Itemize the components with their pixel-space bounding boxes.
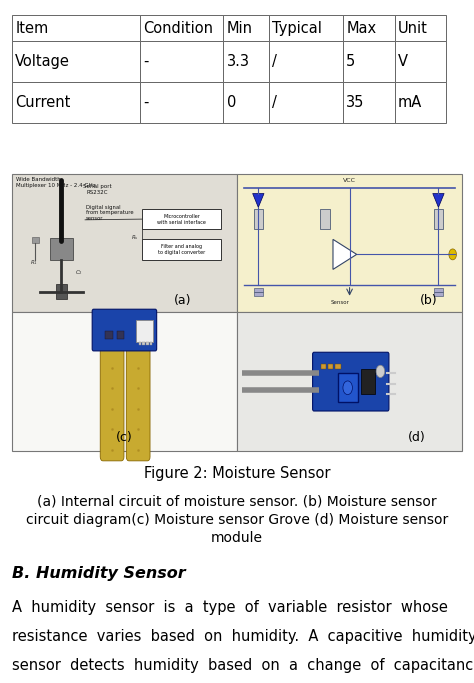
- Bar: [49, 238, 73, 260]
- Bar: [394, 82, 447, 123]
- Bar: [12, 174, 237, 313]
- Text: 3.3: 3.3: [227, 54, 250, 69]
- FancyBboxPatch shape: [126, 344, 150, 461]
- Bar: [146, 342, 148, 346]
- Text: Condition: Condition: [144, 20, 213, 36]
- Text: Sensor: Sensor: [331, 300, 349, 305]
- Text: $C_2$: $C_2$: [75, 268, 83, 277]
- Bar: [224, 41, 268, 82]
- Bar: [337, 374, 358, 402]
- Text: (d): (d): [408, 431, 426, 444]
- Text: resistance  varies  based  on  humidity.  A  capacitive  humidity: resistance varies based on humidity. A c…: [12, 629, 474, 644]
- Text: Unit: Unit: [398, 20, 428, 36]
- Polygon shape: [333, 239, 356, 269]
- Text: sensor  detects  humidity  based  on  a  change  of  capacitance: sensor detects humidity based on a chang…: [12, 658, 474, 673]
- Text: Digital signal
from temperature
sensor: Digital signal from temperature sensor: [86, 205, 134, 221]
- FancyBboxPatch shape: [313, 352, 389, 411]
- Bar: [343, 82, 394, 123]
- Bar: [117, 331, 124, 339]
- Text: mA: mA: [398, 95, 422, 110]
- Text: Typical: Typical: [272, 20, 322, 36]
- Text: (c): (c): [116, 431, 133, 444]
- Bar: [12, 41, 140, 82]
- Text: /: /: [272, 95, 277, 110]
- Bar: [142, 239, 221, 260]
- Bar: [335, 364, 340, 370]
- Bar: [361, 370, 374, 394]
- Circle shape: [343, 381, 353, 395]
- Bar: [31, 238, 39, 243]
- Bar: [268, 41, 343, 82]
- Bar: [137, 320, 153, 342]
- Text: Item: Item: [15, 20, 48, 36]
- Bar: [140, 15, 224, 41]
- FancyBboxPatch shape: [100, 344, 124, 461]
- Bar: [343, 15, 394, 41]
- Text: V: V: [398, 54, 408, 69]
- Text: B. Humidity Sensor: B. Humidity Sensor: [12, 566, 185, 581]
- Bar: [394, 41, 447, 82]
- Bar: [237, 312, 462, 451]
- FancyBboxPatch shape: [92, 309, 156, 351]
- Bar: [12, 82, 140, 123]
- Text: $R_s$: $R_s$: [131, 233, 139, 242]
- Bar: [12, 312, 237, 451]
- Bar: [320, 364, 326, 370]
- Circle shape: [376, 365, 385, 378]
- Bar: [268, 82, 343, 123]
- Bar: [105, 331, 113, 339]
- Text: $R_1$: $R_1$: [30, 258, 38, 267]
- Polygon shape: [433, 193, 444, 208]
- Bar: [56, 283, 67, 298]
- Text: VCC: VCC: [343, 178, 356, 183]
- Bar: [254, 288, 263, 292]
- Bar: [140, 82, 224, 123]
- Bar: [268, 15, 343, 41]
- Text: -: -: [144, 95, 149, 110]
- Bar: [12, 15, 140, 41]
- Text: Filter and analog
to digital converter: Filter and analog to digital converter: [158, 244, 205, 255]
- Text: 0: 0: [227, 95, 236, 110]
- Text: 35: 35: [346, 95, 365, 110]
- Bar: [138, 342, 141, 346]
- Bar: [254, 209, 263, 229]
- Bar: [224, 82, 268, 123]
- Text: Max: Max: [346, 20, 376, 36]
- Bar: [434, 209, 443, 229]
- Text: Voltage: Voltage: [15, 54, 70, 69]
- Text: 5: 5: [346, 54, 356, 69]
- Text: Min: Min: [227, 20, 253, 36]
- Text: A  humidity  sensor  is  a  type  of  variable  resistor  whose: A humidity sensor is a type of variable …: [12, 600, 448, 615]
- Text: (a) Internal circuit of moisture sensor. (b) Moisture sensor
circuit diagram(c) : (a) Internal circuit of moisture sensor.…: [26, 494, 448, 545]
- Bar: [142, 342, 145, 346]
- Bar: [328, 364, 333, 370]
- Bar: [150, 342, 153, 346]
- Bar: [434, 288, 443, 292]
- Circle shape: [449, 249, 456, 260]
- Bar: [237, 174, 462, 313]
- Text: -: -: [144, 54, 149, 69]
- Bar: [224, 15, 268, 41]
- Bar: [343, 41, 394, 82]
- Bar: [434, 292, 443, 296]
- Text: Wide Bandwidth
Multiplexer 10 MHz - 2.4 GHz: Wide Bandwidth Multiplexer 10 MHz - 2.4 …: [16, 177, 95, 188]
- Bar: [140, 41, 224, 82]
- Polygon shape: [253, 193, 264, 208]
- Bar: [142, 209, 221, 229]
- Bar: [394, 15, 447, 41]
- Text: Current: Current: [15, 95, 71, 110]
- Text: (b): (b): [419, 294, 437, 307]
- Text: Serial port
RS232C: Serial port RS232C: [83, 184, 112, 195]
- Bar: [320, 209, 330, 229]
- Text: (a): (a): [174, 294, 191, 307]
- Text: Microcontroller
with serial interface: Microcontroller with serial interface: [157, 214, 206, 225]
- Bar: [254, 292, 263, 296]
- Text: Figure 2: Moisture Sensor: Figure 2: Moisture Sensor: [144, 466, 330, 481]
- Text: /: /: [272, 54, 277, 69]
